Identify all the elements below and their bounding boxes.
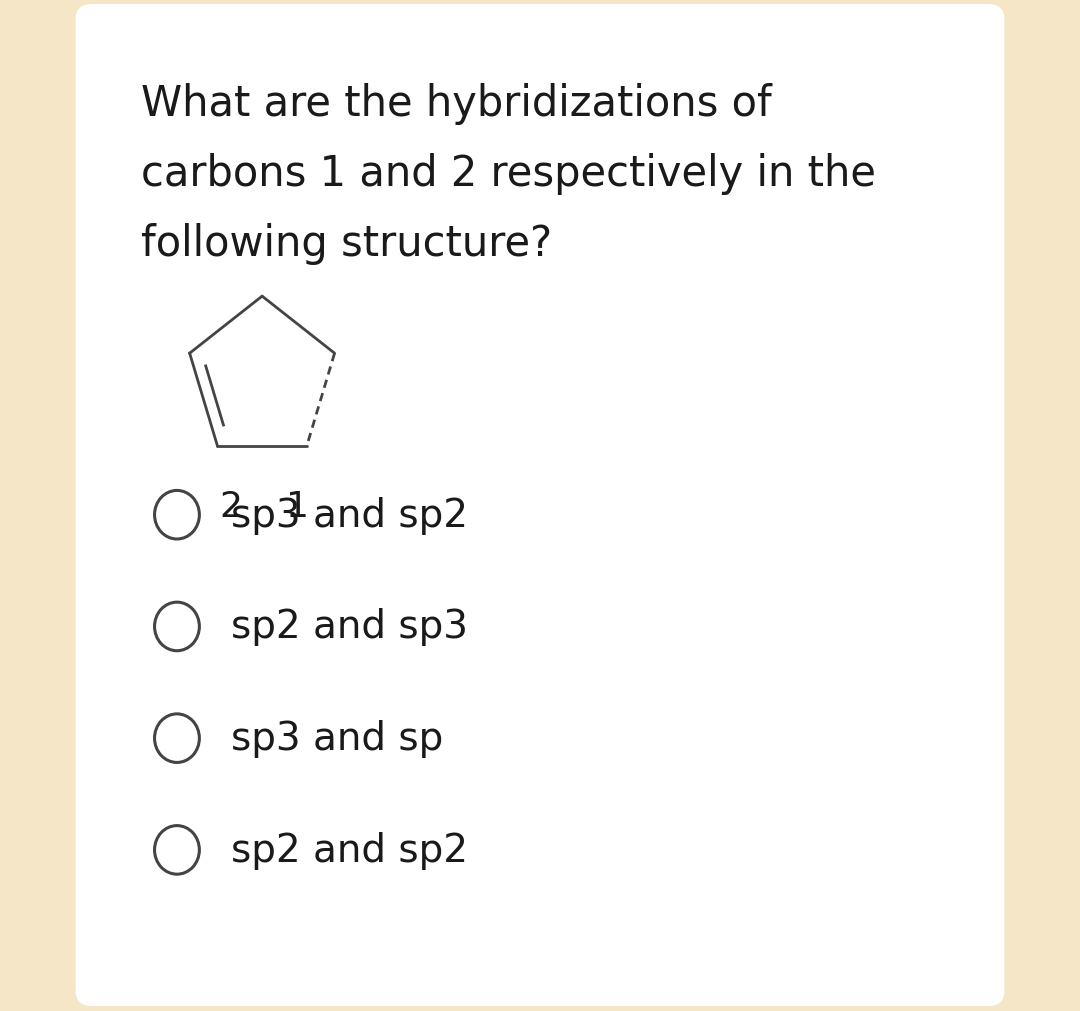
Text: 2: 2 bbox=[219, 489, 242, 524]
Text: sp2 and sp3: sp2 and sp3 bbox=[231, 608, 468, 646]
Text: sp3 and sp: sp3 and sp bbox=[231, 720, 443, 757]
Text: What are the hybridizations of: What are the hybridizations of bbox=[141, 83, 772, 125]
Text: sp2 and sp2: sp2 and sp2 bbox=[231, 831, 468, 869]
Text: following structure?: following structure? bbox=[141, 223, 552, 265]
Text: carbons 1 and 2 respectively in the: carbons 1 and 2 respectively in the bbox=[141, 154, 876, 195]
Text: sp3 and sp2: sp3 and sp2 bbox=[231, 496, 468, 534]
Text: 1: 1 bbox=[286, 489, 310, 524]
